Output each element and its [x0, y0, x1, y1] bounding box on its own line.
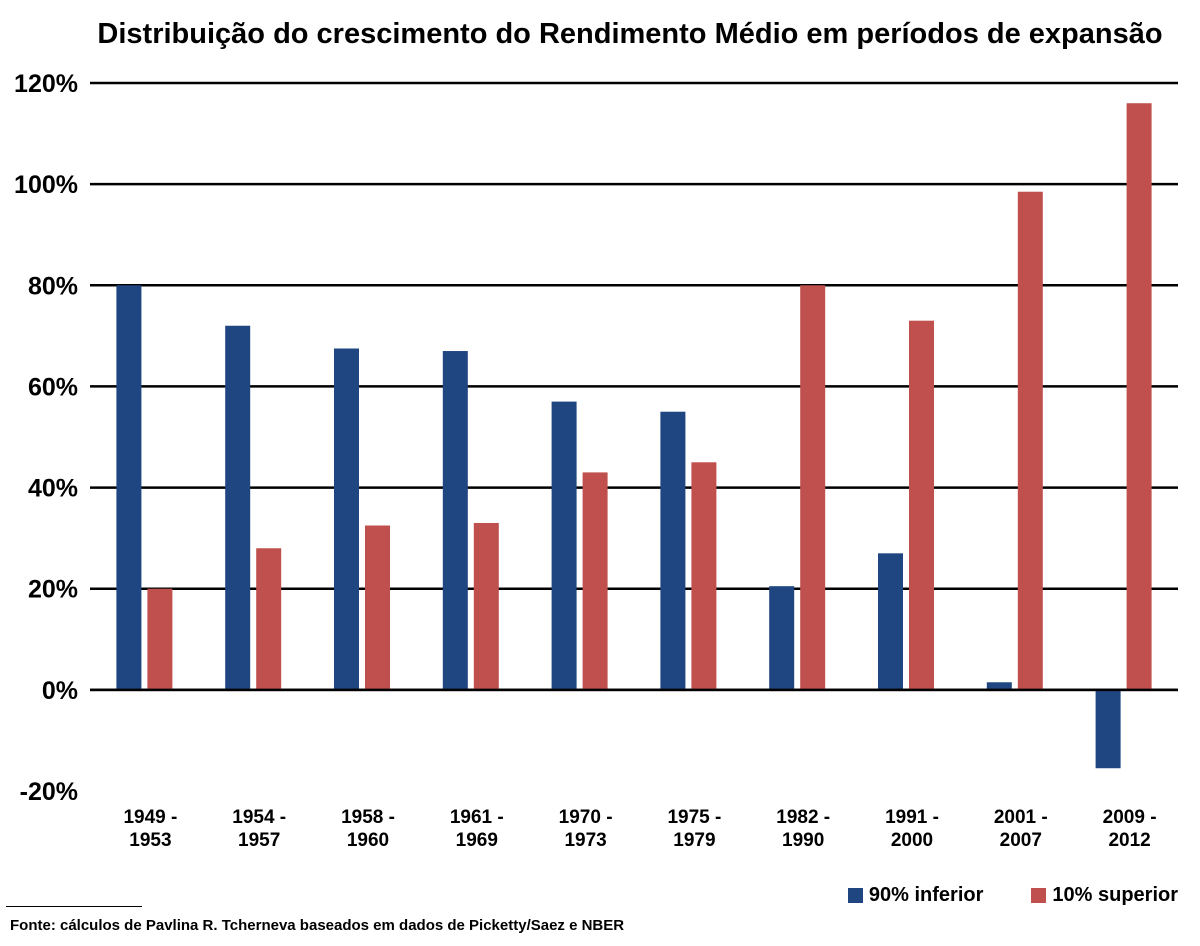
legend-item-10-superior: 10% superior [1031, 884, 1178, 907]
y-tick-label: 60% [28, 373, 78, 401]
source-note: Fonte: cálculos de Pavlina R. Tcherneva … [10, 917, 625, 934]
bar-10-superior [691, 462, 717, 690]
x-category-label: 1953 [129, 830, 171, 851]
x-category-label: 1973 [564, 830, 606, 851]
legend-label-90-inferior: 90% inferior [868, 884, 984, 906]
bar-90-inferior [551, 401, 577, 690]
x-category-label: 1949 - [123, 807, 177, 828]
x-category-label: 1960 [347, 830, 389, 851]
bar-10-superior [473, 522, 499, 690]
bar-90-inferior [660, 411, 686, 690]
bar-10-superior [582, 472, 608, 690]
x-category-label: 1990 [782, 830, 824, 851]
x-category-label: 1958 - [341, 807, 395, 828]
y-tick-label: 20% [28, 576, 78, 604]
y-tick-label: 120% [14, 70, 78, 98]
legend-label-10-superior: 10% superior [1052, 884, 1178, 906]
y-tick-label: -20% [20, 778, 78, 806]
bar-10-superior [1126, 103, 1152, 690]
chart-title: Distribuição do crescimento do Rendiment… [97, 18, 1163, 50]
bar-90-inferior [769, 586, 795, 690]
bar-90-inferior [442, 351, 468, 690]
bar-10-superior [1017, 191, 1043, 690]
legend-item-90-inferior: 90% inferior [847, 884, 984, 907]
y-tick-label: 40% [28, 475, 78, 503]
x-category-label: 1954 - [232, 807, 286, 828]
y-tick-label: 80% [28, 272, 78, 300]
bar-90-inferior [986, 682, 1012, 690]
bars [90, 103, 1178, 769]
x-category-label: 2009 - [1103, 807, 1157, 828]
bar-90-inferior [225, 325, 251, 690]
x-category-label: 1979 [673, 830, 715, 851]
x-category-label: 1975 - [667, 807, 721, 828]
y-tick-label: 0% [42, 677, 78, 705]
x-category-label: 1961 - [450, 807, 504, 828]
x-axis-categories: 1949 -1953 1954 -1957 1958 -1960 1961 -1969… [123, 807, 1156, 851]
gridlines [90, 81, 1178, 692]
bar-90-inferior [1095, 689, 1121, 769]
x-category-label: 1970 - [559, 807, 613, 828]
bar-10-superior [147, 588, 173, 690]
legend: 90% inferior 10% superior [847, 884, 1178, 907]
y-tick-label: 100% [14, 171, 78, 199]
x-category-label: 1982 - [776, 807, 830, 828]
bar-10-superior [365, 525, 390, 690]
x-category-label: 2007 [1000, 830, 1042, 851]
bar-90-inferior [334, 348, 359, 690]
bar-10-superior [800, 285, 826, 690]
bar-90-inferior [116, 285, 142, 690]
legend-swatch-90-inferior [847, 888, 863, 903]
x-category-label: 2000 [891, 830, 933, 851]
bar-10-superior [256, 548, 282, 690]
x-category-label: 1991 - [885, 807, 939, 828]
x-category-label: 1957 [238, 830, 280, 851]
bar-90-inferior [878, 553, 903, 690]
y-axis-ticks: 120% 100% 80% 60% 40% 20% 0% -20% [14, 70, 78, 806]
x-category-label: 2001 - [994, 807, 1048, 828]
legend-swatch-10-superior [1031, 888, 1047, 903]
x-category-label: 1969 [456, 830, 498, 851]
bar-10-superior [909, 320, 934, 690]
source-divider [6, 906, 142, 907]
x-category-label: 2012 [1108, 830, 1150, 851]
